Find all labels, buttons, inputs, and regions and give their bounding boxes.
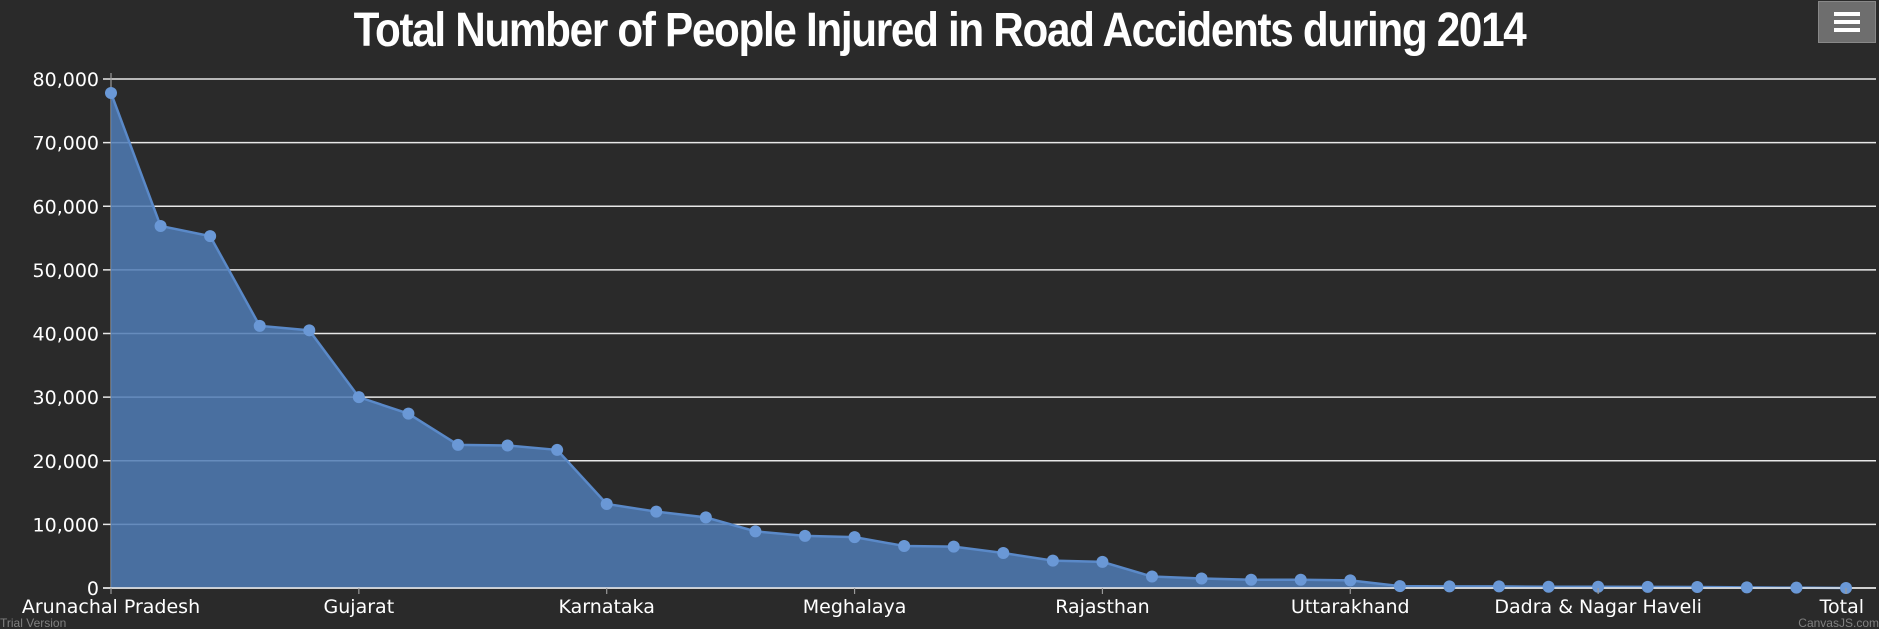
- data-point[interactable]: [1046, 554, 1059, 567]
- series-line: [109, 92, 1847, 590]
- series-area: [111, 92, 1846, 588]
- data-point[interactable]: [352, 391, 365, 404]
- data-point[interactable]: [105, 86, 117, 99]
- data-point[interactable]: [1740, 581, 1753, 594]
- data-point[interactable]: [1641, 580, 1654, 593]
- x-tick-label: Arunachal Pradesh: [22, 596, 200, 618]
- y-tick-label: 60,000: [33, 196, 99, 218]
- x-tick-label: Total: [1819, 596, 1864, 618]
- x-tick-label: Meghalaya: [803, 596, 907, 618]
- y-tick-label: 0: [87, 578, 99, 600]
- data-point[interactable]: [848, 531, 861, 544]
- chart-menu-button[interactable]: [1818, 1, 1876, 43]
- data-point[interactable]: [204, 230, 217, 243]
- hamburger-menu-icon: [1834, 12, 1860, 32]
- data-point[interactable]: [501, 439, 514, 452]
- data-point[interactable]: [402, 407, 415, 420]
- y-tick-label: 40,000: [33, 324, 99, 346]
- y-tick-label: 10,000: [33, 514, 99, 536]
- data-point[interactable]: [551, 443, 564, 456]
- data-point[interactable]: [699, 511, 712, 524]
- y-tick-label: 70,000: [33, 133, 99, 155]
- y-tick-label: 50,000: [33, 260, 99, 282]
- y-tick-label: 80,000: [33, 69, 99, 91]
- data-point[interactable]: [253, 319, 266, 332]
- data-point[interactable]: [154, 219, 167, 232]
- data-point[interactable]: [799, 529, 811, 542]
- data-point[interactable]: [898, 540, 911, 553]
- data-point[interactable]: [1146, 570, 1158, 583]
- trial-version-watermark: Trial Version: [0, 616, 67, 629]
- data-point[interactable]: [1443, 580, 1456, 593]
- data-point[interactable]: [303, 324, 316, 337]
- x-tick-label: Uttarakhand: [1291, 596, 1410, 618]
- y-tick-label: 30,000: [33, 387, 99, 409]
- data-point[interactable]: [1245, 573, 1258, 586]
- x-tick-label: Dadra & Nagar Haveli: [1494, 596, 1702, 618]
- data-point[interactable]: [1790, 581, 1803, 594]
- data-point[interactable]: [1542, 580, 1555, 593]
- data-point[interactable]: [749, 525, 762, 538]
- data-point[interactable]: [1195, 572, 1208, 585]
- data-point[interactable]: [1344, 574, 1357, 587]
- data-point[interactable]: [1691, 581, 1704, 594]
- x-tick-label: Gujarat: [324, 596, 395, 618]
- data-point[interactable]: [997, 547, 1010, 560]
- y-tick-label: 20,000: [33, 451, 99, 473]
- data-point[interactable]: [452, 438, 464, 451]
- x-tick-label: Karnataka: [559, 596, 655, 618]
- data-point[interactable]: [1592, 580, 1605, 593]
- data-point[interactable]: [1096, 555, 1109, 568]
- data-point[interactable]: [1294, 573, 1307, 586]
- data-point[interactable]: [600, 498, 613, 511]
- data-point[interactable]: [947, 540, 960, 553]
- x-tick-label: Rajasthan: [1055, 596, 1149, 618]
- data-point[interactable]: [1493, 580, 1505, 593]
- data-point[interactable]: [1393, 580, 1406, 593]
- data-point[interactable]: [650, 505, 663, 518]
- canvasjs-watermark: CanvasJS.com: [1798, 616, 1879, 629]
- chart-title: Total Number of People Injured in Road A…: [353, 4, 1527, 57]
